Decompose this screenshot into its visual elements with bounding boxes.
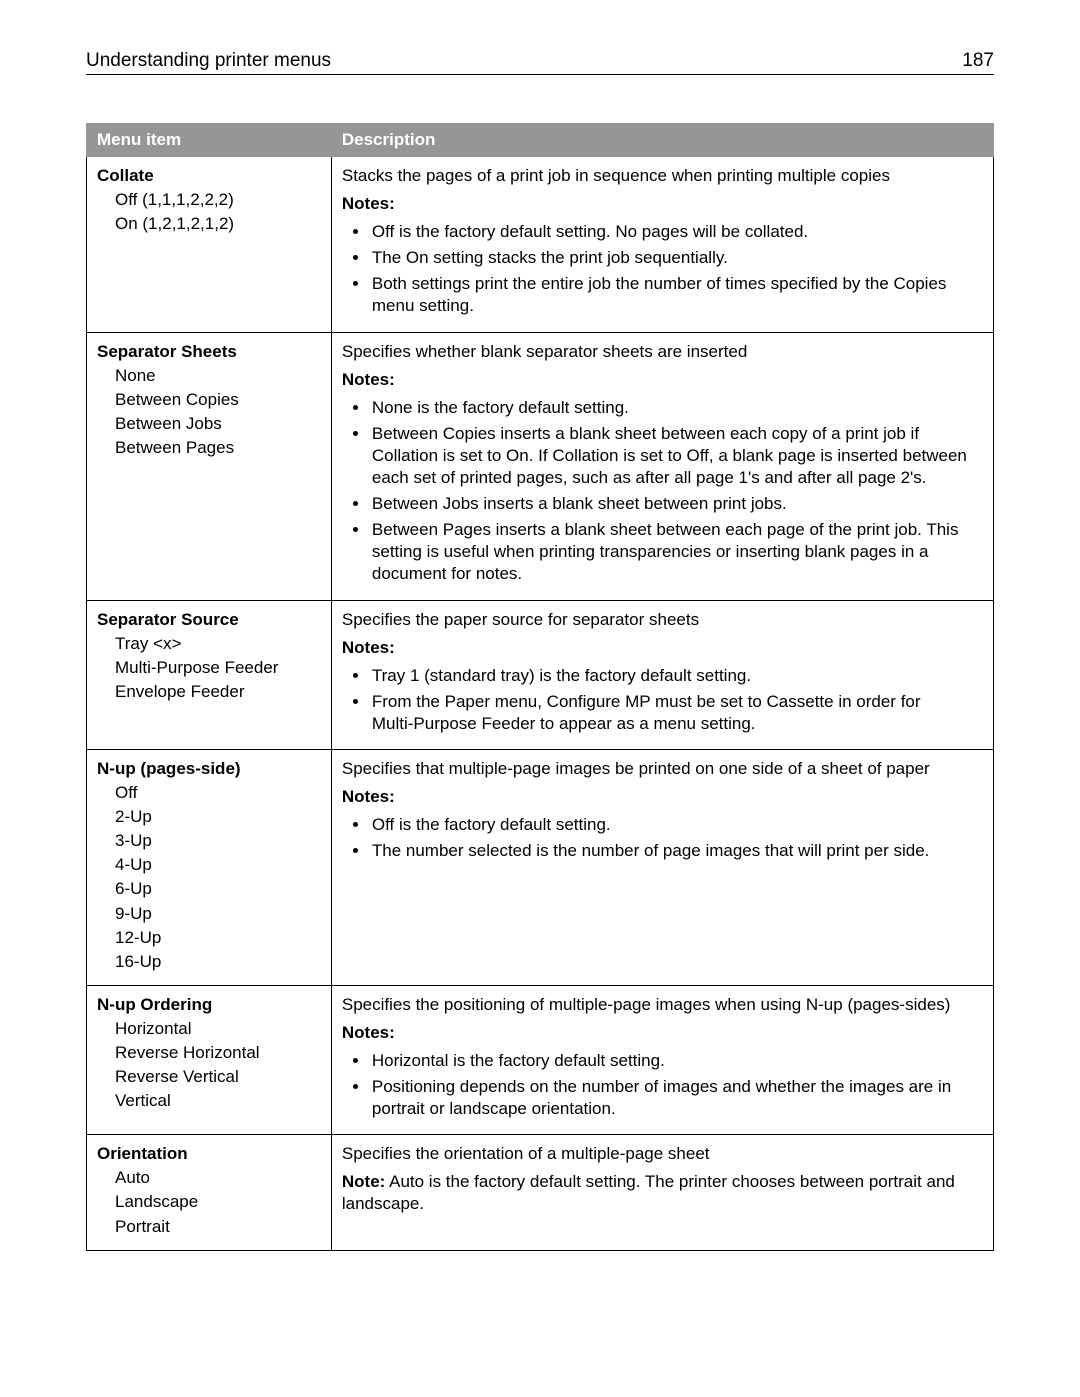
menu-item-name: Collate bbox=[97, 165, 321, 187]
menu-item-name: N‑up (pages‑side) bbox=[97, 758, 321, 780]
menu-option: 2‑Up bbox=[115, 806, 321, 828]
menu-item-cell: Separator Source Tray <x> Multi‑Purpose … bbox=[87, 600, 332, 749]
notes-label: Notes: bbox=[342, 369, 983, 391]
note-item: None is the factory default setting. bbox=[370, 397, 983, 419]
note-item: Between Pages inserts a blank sheet betw… bbox=[370, 519, 983, 585]
menu-item-cell: N‑up Ordering Horizontal Reverse Horizon… bbox=[87, 985, 332, 1134]
menu-option: Between Jobs bbox=[115, 413, 321, 435]
notes-list: Off is the factory default setting. The … bbox=[342, 814, 983, 862]
menu-option: Tray <x> bbox=[115, 633, 321, 655]
menu-option: Off (1,1,1,2,2,2) bbox=[115, 189, 321, 211]
note-item: The number selected is the number of pag… bbox=[370, 840, 983, 862]
table-row: Separator Sheets None Between Copies Bet… bbox=[87, 332, 994, 600]
menu-item-options: None Between Copies Between Jobs Between… bbox=[97, 365, 321, 459]
table-header-row: Menu item Description bbox=[87, 124, 994, 157]
menu-option: 3‑Up bbox=[115, 830, 321, 852]
menu-option: Horizontal bbox=[115, 1018, 321, 1040]
menu-item-name: N‑up Ordering bbox=[97, 994, 321, 1016]
notes-label: Notes: bbox=[342, 786, 983, 808]
menu-item-options: Tray <x> Multi‑Purpose Feeder Envelope F… bbox=[97, 633, 321, 703]
menu-option: Landscape bbox=[115, 1191, 321, 1213]
notes-label: Notes: bbox=[342, 1022, 983, 1044]
notes-label: Notes: bbox=[342, 193, 983, 215]
note-item: Between Jobs inserts a blank sheet betwe… bbox=[370, 493, 983, 515]
menu-option: Off bbox=[115, 782, 321, 804]
note-text: Auto is the factory default setting. The… bbox=[342, 1172, 955, 1213]
description-intro: Specifies that multiple‑page images be p… bbox=[342, 758, 983, 780]
notes-list: Horizontal is the factory default settin… bbox=[342, 1050, 983, 1120]
note-item: Horizontal is the factory default settin… bbox=[370, 1050, 983, 1072]
menu-option: 6‑Up bbox=[115, 878, 321, 900]
description-cell: Specifies whether blank separator sheets… bbox=[331, 332, 993, 600]
description-cell: Specifies the orientation of a multiple‑… bbox=[331, 1135, 993, 1250]
menu-option: 12‑Up bbox=[115, 927, 321, 949]
table-row: Separator Source Tray <x> Multi‑Purpose … bbox=[87, 600, 994, 749]
note-inline: Note: Auto is the factory default settin… bbox=[342, 1171, 983, 1215]
menu-option: On (1,2,1,2,1,2) bbox=[115, 213, 321, 235]
notes-list: Tray 1 (standard tray) is the factory de… bbox=[342, 665, 983, 735]
notes-list: Off is the factory default setting. No p… bbox=[342, 221, 983, 317]
menu-option: Vertical bbox=[115, 1090, 321, 1112]
col-header-description: Description bbox=[331, 124, 993, 157]
notes-list: None is the factory default setting. Bet… bbox=[342, 397, 983, 586]
description-intro: Specifies the positioning of multiple‑pa… bbox=[342, 994, 983, 1016]
menu-option: 9‑Up bbox=[115, 903, 321, 925]
description-cell: Stacks the pages of a print job in seque… bbox=[331, 157, 993, 333]
menu-item-options: Off 2‑Up 3‑Up 4‑Up 6‑Up 9‑Up 12‑Up 16‑Up bbox=[97, 782, 321, 973]
page: Understanding printer menus 187 Menu ite… bbox=[0, 0, 1080, 1301]
description-cell: Specifies the positioning of multiple‑pa… bbox=[331, 985, 993, 1134]
table-row: N‑up (pages‑side) Off 2‑Up 3‑Up 4‑Up 6‑U… bbox=[87, 749, 994, 985]
description-cell: Specifies that multiple‑page images be p… bbox=[331, 749, 993, 985]
page-number: 187 bbox=[962, 50, 994, 72]
menu-option: Between Pages bbox=[115, 437, 321, 459]
menu-item-options: Horizontal Reverse Horizontal Reverse Ve… bbox=[97, 1018, 321, 1112]
menu-item-cell: Orientation Auto Landscape Portrait bbox=[87, 1135, 332, 1250]
menu-table: Menu item Description Collate Off (1,1,1… bbox=[86, 123, 994, 1251]
page-title: Understanding printer menus bbox=[86, 50, 331, 72]
description-cell: Specifies the paper source for separator… bbox=[331, 600, 993, 749]
note-label: Note: bbox=[342, 1172, 385, 1191]
description-intro: Specifies the paper source for separator… bbox=[342, 609, 983, 631]
table-row: N‑up Ordering Horizontal Reverse Horizon… bbox=[87, 985, 994, 1134]
note-item: The On setting stacks the print job sequ… bbox=[370, 247, 983, 269]
note-item: Tray 1 (standard tray) is the factory de… bbox=[370, 665, 983, 687]
menu-option: None bbox=[115, 365, 321, 387]
menu-option: Portrait bbox=[115, 1216, 321, 1238]
note-item: Between Copies inserts a blank sheet bet… bbox=[370, 423, 983, 489]
note-item: Off is the factory default setting. No p… bbox=[370, 221, 983, 243]
menu-option: Multi‑Purpose Feeder bbox=[115, 657, 321, 679]
description-intro: Specifies the orientation of a multiple‑… bbox=[342, 1143, 983, 1165]
col-header-menu-item: Menu item bbox=[87, 124, 332, 157]
menu-option: Reverse Horizontal bbox=[115, 1042, 321, 1064]
table-row: Collate Off (1,1,1,2,2,2) On (1,2,1,2,1,… bbox=[87, 157, 994, 333]
page-header: Understanding printer menus 187 bbox=[86, 50, 994, 75]
menu-option: Auto bbox=[115, 1167, 321, 1189]
menu-item-name: Separator Sheets bbox=[97, 341, 321, 363]
menu-option: Envelope Feeder bbox=[115, 681, 321, 703]
description-intro: Specifies whether blank separator sheets… bbox=[342, 341, 983, 363]
note-item: From the Paper menu, Configure MP must b… bbox=[370, 691, 983, 735]
note-item: Positioning depends on the number of ima… bbox=[370, 1076, 983, 1120]
description-intro: Stacks the pages of a print job in seque… bbox=[342, 165, 983, 187]
menu-item-cell: Collate Off (1,1,1,2,2,2) On (1,2,1,2,1,… bbox=[87, 157, 332, 333]
menu-item-options: Off (1,1,1,2,2,2) On (1,2,1,2,1,2) bbox=[97, 189, 321, 235]
menu-item-cell: Separator Sheets None Between Copies Bet… bbox=[87, 332, 332, 600]
menu-item-cell: N‑up (pages‑side) Off 2‑Up 3‑Up 4‑Up 6‑U… bbox=[87, 749, 332, 985]
menu-item-options: Auto Landscape Portrait bbox=[97, 1167, 321, 1237]
note-item: Both settings print the entire job the n… bbox=[370, 273, 983, 317]
menu-option: 16‑Up bbox=[115, 951, 321, 973]
table-row: Orientation Auto Landscape Portrait Spec… bbox=[87, 1135, 994, 1250]
notes-label: Notes: bbox=[342, 637, 983, 659]
menu-item-name: Separator Source bbox=[97, 609, 321, 631]
menu-option: 4‑Up bbox=[115, 854, 321, 876]
menu-item-name: Orientation bbox=[97, 1143, 321, 1165]
menu-option: Between Copies bbox=[115, 389, 321, 411]
menu-option: Reverse Vertical bbox=[115, 1066, 321, 1088]
note-item: Off is the factory default setting. bbox=[370, 814, 983, 836]
